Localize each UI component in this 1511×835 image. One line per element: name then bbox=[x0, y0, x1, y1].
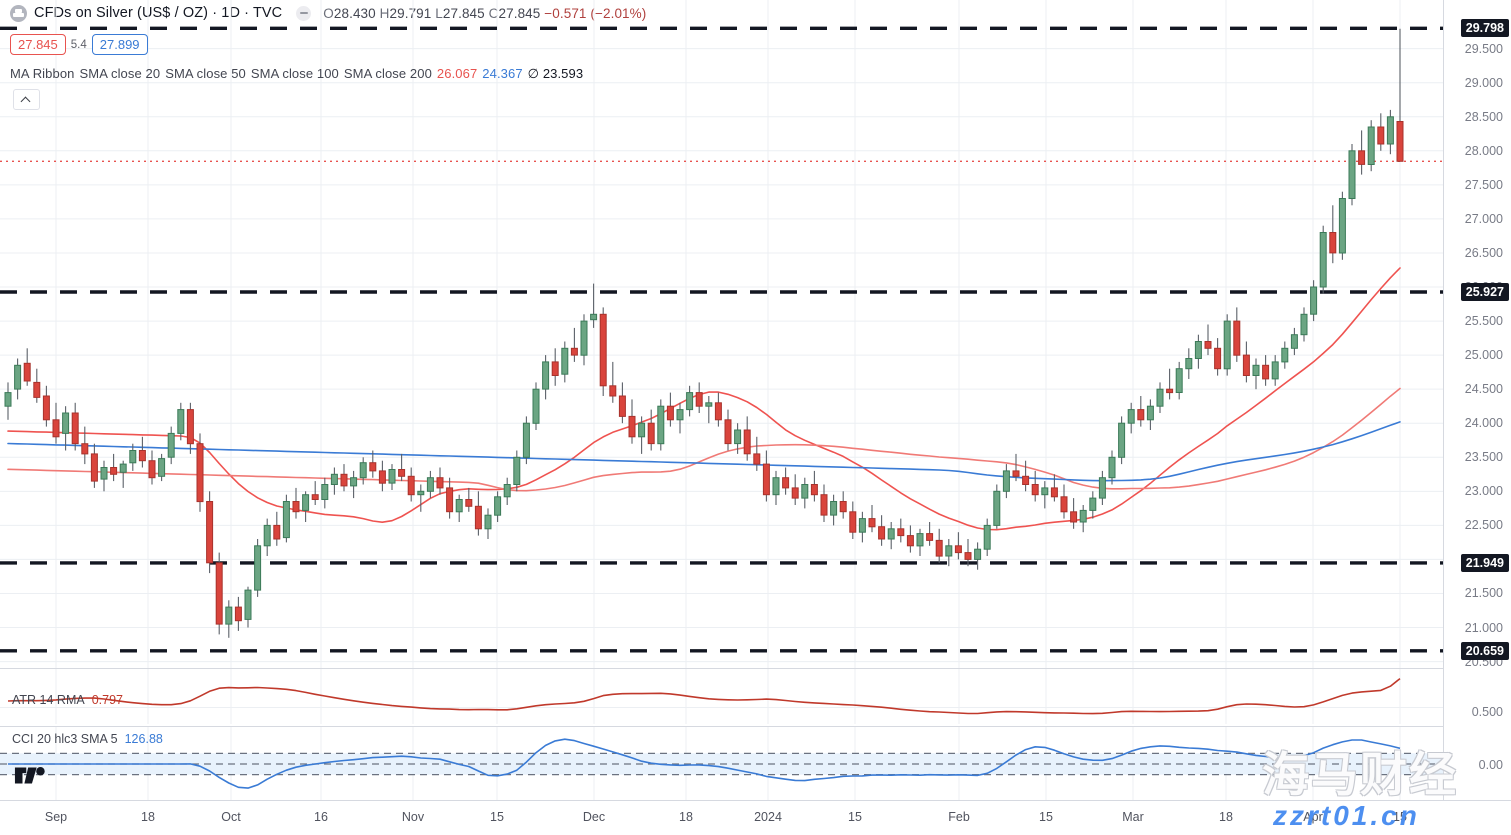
ma-input-50: SMA close 50 bbox=[165, 66, 246, 81]
ma-avg-symbol: ∅ bbox=[527, 66, 540, 81]
price-tick: 21.000 bbox=[1464, 620, 1503, 635]
ma-ribbon-legend[interactable]: MA Ribbon SMA close 20 SMA close 50 SMA clo… bbox=[10, 66, 583, 82]
cci-value: 126.88 bbox=[124, 732, 163, 746]
silver-bar-icon bbox=[10, 4, 27, 22]
close-value: 27.845 bbox=[498, 5, 541, 21]
ask-badge[interactable]: 27.899 bbox=[91, 34, 148, 55]
time-tick: 18 bbox=[141, 810, 155, 824]
atr-label: ATR 14 RMA bbox=[12, 693, 85, 707]
ma-input-200: SMA close 200 bbox=[343, 66, 432, 81]
atr-tick: 0.500 bbox=[1471, 705, 1503, 719]
ma-value-avg: 23.593 bbox=[542, 66, 584, 81]
symbol-title[interactable]: CFDs on Silver (US$ / OZ) · 1D · TVC bbox=[34, 5, 283, 21]
time-tick: Oct bbox=[221, 810, 241, 824]
quote-badges: 27.845 5.4 27.899 bbox=[10, 34, 148, 55]
cci-label: CCI 20 hlc3 SMA 5 bbox=[12, 732, 118, 746]
ma-ribbon-name: MA Ribbon bbox=[10, 66, 75, 81]
ma-input-20: SMA close 20 bbox=[79, 66, 161, 81]
pane-divider-cci bbox=[0, 726, 1443, 727]
atr-value: 0.797 bbox=[91, 693, 123, 707]
ma-value-red: 26.067 bbox=[436, 66, 478, 81]
spread-label: 5.4 bbox=[70, 38, 87, 51]
close-label: C bbox=[488, 5, 499, 21]
price-tick: 24.500 bbox=[1464, 382, 1503, 397]
price-level-label[interactable]: 20.659 bbox=[1460, 641, 1509, 660]
atr-legend[interactable]: ATR 14 RMA 0.797 bbox=[12, 693, 123, 707]
time-tick: 18 bbox=[1219, 810, 1233, 824]
low-value: 27.845 bbox=[442, 5, 485, 21]
price-axis[interactable]: 29.500 29.000 28.500 28.000 27.500 27.000 26.5… bbox=[1443, 0, 1511, 800]
price-level-label[interactable]: 21.949 bbox=[1460, 553, 1509, 572]
high-label: H bbox=[379, 5, 390, 21]
minus-circle-icon[interactable] bbox=[296, 5, 312, 21]
price-tick: 21.500 bbox=[1464, 586, 1503, 601]
price-tick: 23.000 bbox=[1464, 484, 1503, 499]
time-tick: 18 bbox=[679, 810, 693, 824]
tradingview-logo[interactable] bbox=[14, 765, 48, 787]
time-tick: 15 bbox=[490, 810, 504, 824]
time-tick: Sep bbox=[44, 810, 68, 824]
price-tick: 27.500 bbox=[1464, 177, 1503, 192]
price-level-label[interactable]: 25.927 bbox=[1460, 282, 1509, 301]
ma-input-100: SMA close 100 bbox=[250, 66, 339, 81]
time-tick: 15 bbox=[1393, 810, 1407, 824]
price-tick: 29.000 bbox=[1464, 75, 1503, 90]
price-tick: 29.500 bbox=[1464, 41, 1503, 56]
high-value: 29.791 bbox=[389, 5, 432, 21]
pane-divider-atr bbox=[0, 668, 1443, 669]
ohlc-values: O28.430 H29.791 L27.845 C27.845 −0.571 (… bbox=[323, 6, 646, 21]
price-tick: 25.500 bbox=[1464, 314, 1503, 329]
price-tick: 25.000 bbox=[1464, 348, 1503, 363]
time-axis[interactable]: Sep 18 Oct 16 Nov 15 Dec 18 2024 15 Feb 15 Mar 18 Apr 1… bbox=[0, 800, 1511, 835]
open-label: O bbox=[323, 5, 334, 21]
price-level-label[interactable]: 29.798 bbox=[1460, 19, 1509, 38]
open-value: 28.430 bbox=[333, 5, 376, 21]
low-label: L bbox=[435, 5, 443, 21]
time-tick: Apr bbox=[1303, 810, 1323, 824]
cci-legend[interactable]: CCI 20 hlc3 SMA 5 126.88 bbox=[12, 732, 163, 746]
price-tick: 24.000 bbox=[1464, 416, 1503, 431]
price-tick: 22.500 bbox=[1464, 518, 1503, 533]
time-tick: Nov bbox=[401, 810, 425, 824]
change-percent: (−2.01%) bbox=[590, 5, 647, 21]
bid-badge[interactable]: 27.845 bbox=[10, 34, 66, 55]
time-tick: 15 bbox=[848, 810, 862, 824]
time-tick: 2024 bbox=[754, 810, 782, 824]
time-tick: Mar bbox=[1122, 810, 1144, 824]
price-tick: 23.500 bbox=[1464, 450, 1503, 465]
chevron-up-icon[interactable] bbox=[13, 89, 40, 110]
chart-canvas[interactable] bbox=[0, 0, 1443, 834]
time-tick: Feb bbox=[948, 810, 970, 824]
time-tick: 15 bbox=[1039, 810, 1053, 824]
price-tick: 26.500 bbox=[1464, 245, 1503, 260]
change-value: −0.571 bbox=[544, 5, 587, 21]
chart-header: CFDs on Silver (US$ / OZ) · 1D · TVC O28… bbox=[0, 0, 1511, 26]
price-tick: 27.000 bbox=[1464, 211, 1503, 226]
ma-value-blue: 24.367 bbox=[482, 66, 523, 81]
price-tick: 28.500 bbox=[1464, 109, 1503, 124]
time-tick: Dec bbox=[582, 810, 606, 824]
price-tick: 28.000 bbox=[1464, 143, 1503, 158]
cci-tick: 0.00 bbox=[1478, 758, 1503, 772]
time-tick: 16 bbox=[314, 810, 328, 824]
